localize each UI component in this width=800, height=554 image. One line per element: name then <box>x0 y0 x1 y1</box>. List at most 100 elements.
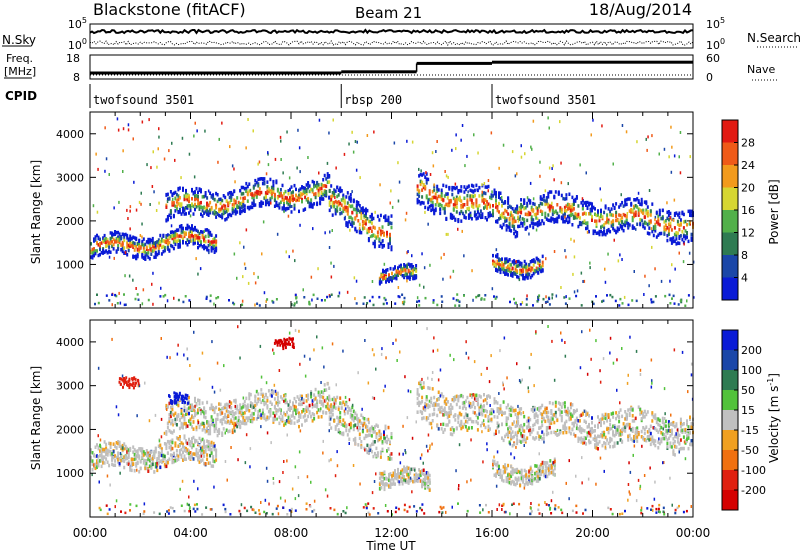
heatmap-cell <box>178 224 181 229</box>
heatmap-cell <box>398 482 401 486</box>
heatmap-cell <box>297 128 299 132</box>
heatmap-cell <box>431 196 434 200</box>
heatmap-cell <box>330 410 333 415</box>
heatmap-cell <box>200 411 202 416</box>
heatmap-cell <box>228 420 231 425</box>
heatmap-cell <box>375 236 378 240</box>
heatmap-cell <box>458 198 461 202</box>
heatmap-cell <box>221 212 224 217</box>
heatmap-cell <box>178 203 181 208</box>
heatmap-cell <box>203 439 206 443</box>
heatmap-cell <box>236 210 239 214</box>
heatmap-cell <box>678 155 680 159</box>
heatmap-cell <box>345 195 348 199</box>
heatmap-cell <box>511 271 514 276</box>
heatmap-cell <box>298 414 300 418</box>
heatmap-cell <box>246 418 249 423</box>
heatmap-cell <box>258 187 261 191</box>
heatmap-cell <box>553 220 556 224</box>
heatmap-cell <box>648 226 651 230</box>
heatmap-cell <box>439 194 442 199</box>
heatmap-cell <box>175 198 178 203</box>
heatmap-cell <box>284 421 287 426</box>
heatmap-cell <box>669 211 672 216</box>
heatmap-cell <box>111 240 114 244</box>
heatmap-cell <box>163 239 166 244</box>
cpid-label: CPID <box>5 89 37 103</box>
heatmap-cell <box>270 201 272 205</box>
heatmap-cell <box>431 200 434 205</box>
heatmap-cell <box>242 202 245 207</box>
heatmap-cell <box>112 247 115 251</box>
heatmap-cell <box>255 190 258 194</box>
heatmap-cell <box>102 447 105 452</box>
heatmap-cell <box>498 265 500 270</box>
heatmap-cell <box>248 396 251 401</box>
heatmap-cell <box>189 214 192 218</box>
heatmap-cell <box>667 218 670 222</box>
heatmap-cell <box>299 191 302 195</box>
heatmap-cell <box>548 166 551 170</box>
heatmap-cell <box>501 199 503 203</box>
heatmap-cell <box>219 201 222 206</box>
heatmap-cell <box>237 410 240 415</box>
heatmap-cell <box>637 213 640 217</box>
heatmap-cell <box>105 446 108 450</box>
heatmap-cell <box>232 301 235 305</box>
heatmap-cell <box>310 198 313 202</box>
heatmap-cell <box>213 236 216 241</box>
heatmap-cell <box>532 268 535 273</box>
heatmap-cell <box>507 403 510 407</box>
heatmap-cell <box>619 213 622 218</box>
heatmap-cell <box>320 415 323 419</box>
heatmap-cell <box>242 185 245 190</box>
heatmap-cell <box>398 472 401 476</box>
heatmap-cell <box>121 240 124 245</box>
heatmap-cell <box>337 200 340 204</box>
heatmap-cell <box>568 214 571 218</box>
heatmap-cell <box>165 464 168 469</box>
heatmap-cell <box>664 219 667 223</box>
heatmap-cell <box>213 250 216 254</box>
heatmap-cell <box>198 207 201 211</box>
nsearch-tick-bottom: 100 <box>706 37 725 52</box>
heatmap-cell <box>507 427 510 431</box>
heatmap-cell <box>455 147 457 151</box>
heatmap-cell <box>322 395 325 400</box>
heatmap-cell <box>401 468 404 472</box>
heatmap-cell <box>331 405 334 409</box>
heatmap-cell <box>292 410 294 414</box>
heatmap-cell <box>409 270 412 275</box>
heatmap-cell <box>526 225 529 230</box>
heatmap-cell <box>668 155 670 159</box>
heatmap-cell <box>345 223 348 227</box>
heatmap-cell <box>650 301 653 304</box>
heatmap-cell <box>311 412 314 416</box>
heatmap-cell <box>425 177 428 182</box>
heatmap-cell <box>142 458 145 463</box>
heatmap-cell <box>188 199 190 204</box>
heatmap-cell <box>337 294 340 298</box>
heatmap-cell <box>445 412 448 416</box>
heatmap-cell <box>678 227 681 232</box>
heatmap-cell <box>639 202 642 206</box>
heatmap-cell <box>393 141 396 145</box>
heatmap-cell <box>513 224 516 229</box>
heatmap-cell <box>227 414 230 418</box>
heatmap-cell <box>198 456 201 460</box>
heatmap-cell <box>182 226 184 231</box>
heatmap-cell <box>372 303 375 307</box>
heatmap-cell <box>355 210 358 215</box>
heatmap-cell <box>355 200 358 204</box>
heatmap-cell <box>390 457 393 461</box>
heatmap-cell <box>352 207 355 211</box>
heatmap-cell <box>340 203 343 207</box>
heatmap-cell <box>518 217 521 221</box>
heatmap-cell <box>457 227 459 231</box>
heatmap-cell <box>99 449 101 453</box>
heatmap-cell <box>652 225 655 229</box>
heatmap-cell <box>440 188 443 192</box>
heatmap-cell <box>364 222 367 226</box>
heatmap-cell <box>207 243 210 248</box>
heatmap-cell <box>546 200 548 204</box>
